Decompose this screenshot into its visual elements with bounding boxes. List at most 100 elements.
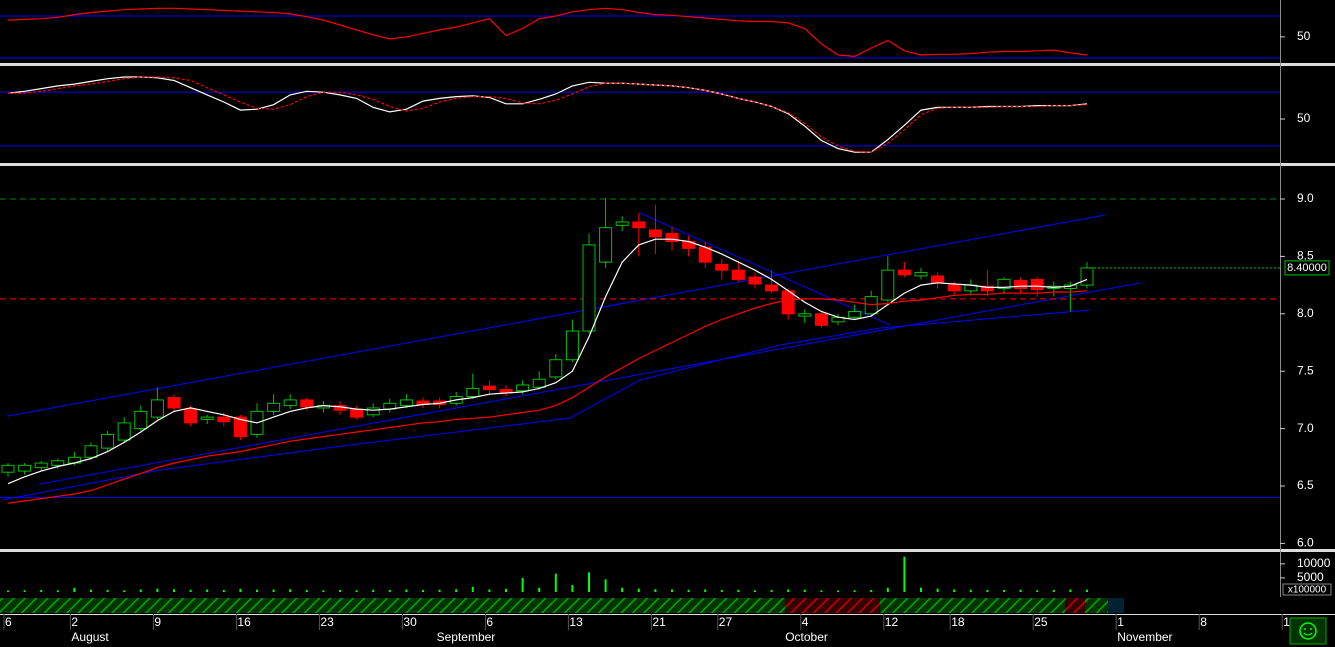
y-tick-label: 10000 xyxy=(1297,556,1331,570)
volume-bar xyxy=(953,589,956,592)
candle-body xyxy=(814,313,828,326)
signal-strip xyxy=(0,598,1124,613)
date-axis-line xyxy=(0,614,1335,615)
candle-body xyxy=(549,359,563,378)
x-tick-label: 1 xyxy=(1283,615,1290,629)
x-tick-label: 6 xyxy=(5,615,12,629)
volume-bar xyxy=(256,589,258,592)
volume-bar xyxy=(1069,589,1072,592)
x-tick-label: 21 xyxy=(652,615,666,629)
volume-bar xyxy=(239,588,242,592)
volume-bar xyxy=(56,590,59,592)
smiley-mouth xyxy=(1303,632,1313,636)
volume-bar xyxy=(339,590,341,592)
x-tick-label: 2 xyxy=(71,615,78,629)
candle-body xyxy=(350,408,364,418)
series-line xyxy=(7,290,1088,504)
candle-body xyxy=(366,407,380,416)
candle-body xyxy=(1080,267,1094,286)
volume-bar xyxy=(471,586,474,592)
candle-body xyxy=(798,313,812,317)
series-line xyxy=(7,238,1088,485)
unit-box xyxy=(1282,583,1332,596)
month-label: November xyxy=(1117,630,1172,644)
volume-bar xyxy=(505,588,507,592)
strip-end xyxy=(1108,598,1124,613)
axis-border xyxy=(1280,0,1281,597)
x-tick-label: 23 xyxy=(320,615,334,629)
candle-body xyxy=(565,330,579,361)
y-tick-label: 50 xyxy=(1297,111,1311,125)
candle-body xyxy=(931,275,945,284)
candle-body xyxy=(648,229,662,238)
strip-green xyxy=(0,598,1108,613)
trend-curve xyxy=(1,309,1091,501)
candle-body xyxy=(848,311,862,318)
volume-bar xyxy=(687,589,690,592)
candle-body xyxy=(167,397,181,409)
trendline xyxy=(39,282,1141,485)
volume-bar xyxy=(853,590,856,592)
volume-bar xyxy=(936,588,939,592)
volume-bar xyxy=(754,590,756,592)
volume-bar xyxy=(139,589,142,592)
candle-body xyxy=(217,416,231,423)
x-tick-label: 16 xyxy=(237,615,251,629)
volume-bar xyxy=(189,589,192,592)
volume-bar xyxy=(538,587,541,592)
month-label: September xyxy=(437,630,496,644)
candle-body xyxy=(665,232,679,242)
candle-body xyxy=(582,244,596,332)
month-label: August xyxy=(71,630,109,644)
x-tick-label: 6 xyxy=(486,615,493,629)
volume-bar xyxy=(986,590,989,592)
unit-label: x100000 xyxy=(1288,585,1327,596)
separators xyxy=(0,0,1335,597)
volume-bar xyxy=(90,589,92,592)
candle-body xyxy=(1030,278,1044,291)
candle-body xyxy=(18,464,32,472)
volume-bar xyxy=(720,590,723,592)
x-tick-label: 13 xyxy=(569,615,583,629)
candle-body xyxy=(765,284,779,292)
y-tick-label: 8.0 xyxy=(1297,306,1314,320)
candle-body xyxy=(715,263,729,271)
volume-bar xyxy=(588,572,590,592)
volume-bar xyxy=(1019,589,1022,592)
x-tick-label: 30 xyxy=(403,615,417,629)
candle-body xyxy=(532,378,546,388)
month-label: October xyxy=(785,630,828,644)
candle-body xyxy=(997,278,1011,290)
volume-bar xyxy=(1003,590,1005,592)
candle-body xyxy=(516,384,530,392)
volume-bar xyxy=(837,590,839,592)
volume-bar xyxy=(73,587,76,592)
trendlines xyxy=(1,212,1141,501)
candle-body xyxy=(881,269,895,301)
candle-body xyxy=(980,285,994,292)
volume-bar xyxy=(870,590,873,592)
volume-bar xyxy=(920,587,922,592)
volume-bar xyxy=(770,590,773,592)
trendline xyxy=(7,214,1106,417)
y-tick-label: 6.0 xyxy=(1297,536,1314,550)
y-tick-label: 6.5 xyxy=(1297,478,1314,492)
volume-bar xyxy=(621,587,624,592)
volume-bar xyxy=(422,590,424,592)
y-tick-label: 8.5 xyxy=(1297,249,1314,263)
separator xyxy=(0,63,1335,66)
volume-bar xyxy=(405,589,408,592)
volume-bar xyxy=(637,588,640,592)
volume-bar xyxy=(704,589,707,592)
volume-bar xyxy=(571,584,574,592)
candle-body xyxy=(399,399,413,407)
candle-body xyxy=(150,399,164,418)
volume-bar xyxy=(372,589,375,592)
x-tick-label: 8 xyxy=(1200,615,1207,629)
trendline xyxy=(639,212,891,326)
candle-body xyxy=(233,416,247,438)
volume-bar xyxy=(554,573,557,592)
candle-body xyxy=(134,410,148,430)
candle-body xyxy=(731,269,745,280)
